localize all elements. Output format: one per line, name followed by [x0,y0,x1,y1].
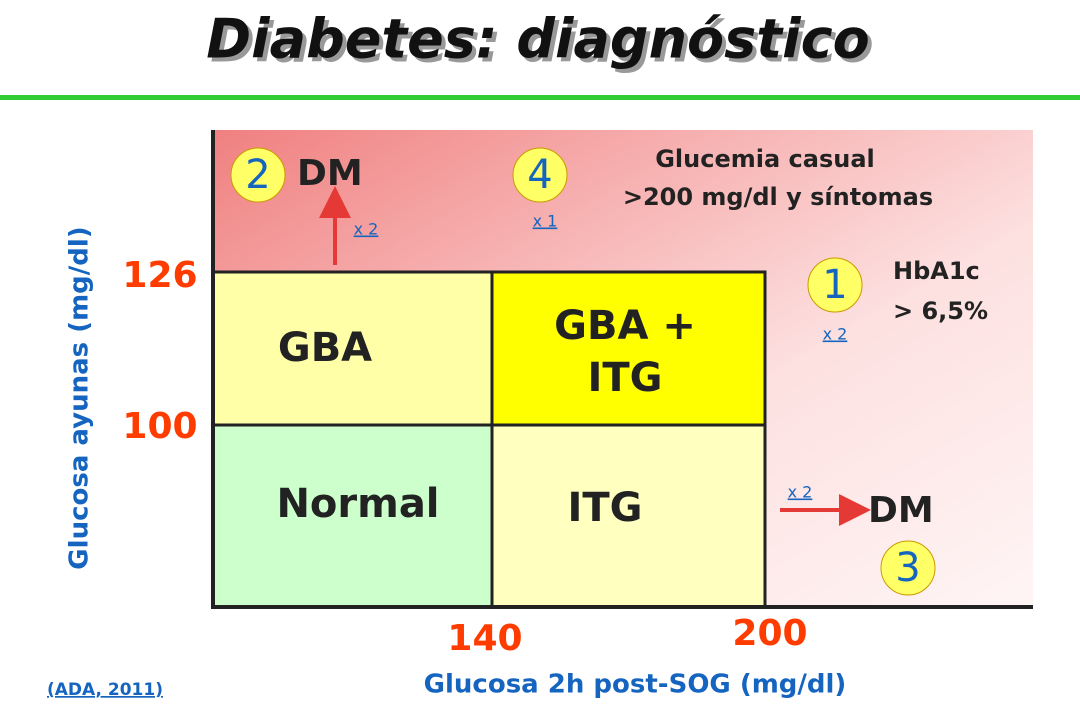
region-label: GBA + [554,303,696,349]
criterion-label: >200 mg/dl y síntomas [623,183,933,211]
criterion-factor: x 2 [823,325,848,344]
criterion-label: DM [297,153,363,194]
criterion-label: > 6,5% [893,297,988,325]
criterion-badge [512,147,568,203]
criterion-badge [807,257,863,313]
y-tick-label: 100 [122,406,197,447]
criterion-number: 4 [527,152,552,198]
y-axis-label: Glucosa ayunas (mg/dl) [65,226,95,569]
criterion-label: Glucemia casual [655,145,875,173]
x-tick-label: 140 [447,618,522,659]
criterion-factor: x 1 [533,212,558,231]
title-rule [0,95,1080,100]
y-tick-label: 126 [122,255,197,296]
criterion-number: 2 [245,152,270,198]
x-tick-label: 200 [732,613,807,654]
title: Diabetes: diagnóstico [206,8,869,71]
criterion-number: 3 [895,545,920,591]
region-label: GBA [278,325,372,371]
x-axis-label: Glucosa 2h post-SOG (mg/dl) [424,670,847,700]
title-shadow: Diabetes: diagnóstico [210,12,873,75]
criterion-factor: x 2 [788,483,813,502]
criterion-label: DM [868,490,934,531]
criterion-label: HbA1c [893,257,980,285]
region-label: Normal [276,481,439,527]
criterion-badge [230,147,286,203]
source: (ADA, 2011) [47,680,163,700]
gba-itg-box [490,270,767,427]
criterion-badge [880,540,936,596]
itg-box [490,423,767,609]
criterion-factor: x 2 [354,220,379,239]
region-label: ITG [588,355,663,401]
criterion-number: 1 [822,262,847,308]
region-label: ITG [568,485,643,531]
